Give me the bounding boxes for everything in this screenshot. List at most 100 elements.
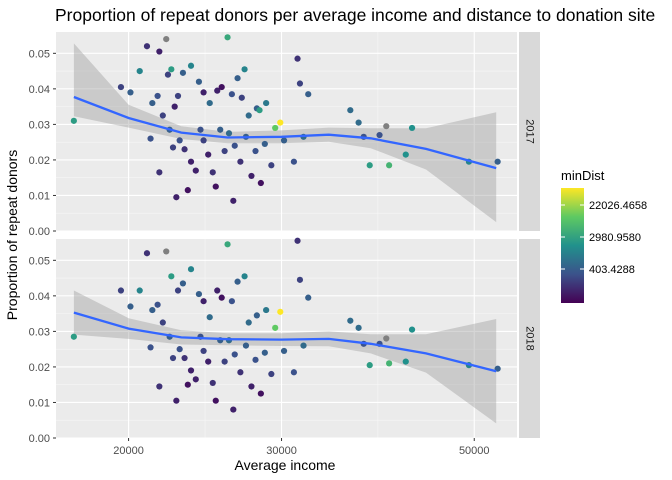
data-point — [242, 342, 250, 349]
data-point — [366, 362, 373, 369]
data-point — [200, 137, 207, 144]
smooth-line — [73, 95, 497, 170]
data-point — [197, 126, 204, 133]
y-tick-label: 0.04 — [29, 291, 50, 303]
data-point — [263, 99, 270, 107]
data-point — [366, 162, 373, 169]
legend-label: 2980.9580 — [589, 232, 641, 244]
data-point — [238, 94, 245, 101]
data-point — [355, 324, 362, 331]
data-point — [164, 71, 172, 78]
data-point — [376, 131, 383, 139]
data-point — [147, 344, 154, 351]
data-point — [187, 62, 195, 69]
y-tick-label: 0.03 — [29, 119, 50, 131]
data-point — [347, 317, 354, 324]
data-point — [268, 162, 275, 169]
data-point — [230, 197, 237, 204]
y-tick-label: 0.00 — [29, 226, 50, 238]
data-point — [300, 342, 307, 349]
y-tick-label: 0.01 — [29, 190, 50, 202]
facet-strip-label: 2017 — [524, 119, 536, 143]
data-point — [290, 369, 298, 376]
data-point — [159, 112, 166, 119]
data-point — [169, 354, 177, 362]
data-point — [173, 194, 180, 201]
data-point — [305, 294, 312, 301]
data-point — [117, 287, 125, 294]
smooth-line — [73, 311, 497, 373]
legend-label: 22026.4658 — [589, 200, 647, 212]
data-point — [173, 397, 180, 404]
data-point — [143, 250, 151, 257]
data-point — [179, 280, 187, 287]
data-point — [187, 158, 195, 165]
data-point — [280, 347, 288, 355]
data-point — [149, 99, 156, 107]
y-tick-label: 0.02 — [29, 155, 50, 167]
data-point — [224, 241, 231, 248]
data-point — [225, 130, 233, 137]
data-point — [200, 89, 207, 96]
data-point — [386, 360, 393, 367]
data-point — [248, 383, 255, 390]
data-point — [408, 124, 416, 132]
data-point — [206, 314, 213, 321]
data-point — [195, 78, 203, 85]
facet-panels: 0.00 0.01 0.02 0.03 0.04 0.05 2017 0.00 0.01 0.02… — [29, 32, 540, 445]
data-point — [253, 312, 260, 319]
facet-panel-2017: 0.00 0.01 0.02 0.03 0.04 0.05 2017 — [29, 32, 540, 238]
data-point — [117, 83, 125, 91]
y-tick-label: 0.05 — [29, 48, 50, 60]
facet-panel-2018: 0.00 0.01 0.02 0.03 0.04 0.05 2018 — [29, 237, 540, 445]
data-point — [181, 354, 188, 362]
data-point — [200, 347, 207, 355]
y-tick-label: 0.05 — [29, 255, 50, 267]
data-point — [263, 306, 270, 314]
data-point — [136, 287, 143, 294]
data-point — [159, 319, 166, 326]
legend-title: minDist — [561, 168, 605, 183]
data-point — [230, 406, 237, 413]
data-point — [218, 83, 225, 91]
data-point — [212, 397, 219, 404]
legend-label: 403.4288 — [589, 264, 635, 276]
x-axis-title: Average income — [235, 457, 336, 473]
data-point — [70, 117, 77, 124]
data-point — [136, 67, 143, 75]
data-point — [228, 298, 235, 305]
data-point — [214, 287, 221, 294]
data-point — [217, 126, 224, 133]
data-point — [127, 89, 134, 96]
data-point — [245, 319, 252, 326]
data-point — [383, 123, 390, 130]
data-point — [277, 308, 284, 315]
data-point — [70, 333, 77, 340]
data-point — [187, 266, 195, 273]
data-point — [257, 390, 264, 397]
data-point — [347, 107, 354, 114]
data-point — [127, 303, 134, 310]
data-point — [214, 87, 221, 94]
x-tick-label: 20000 — [113, 445, 144, 457]
data-point — [408, 326, 416, 333]
x-axis: 20000 30000 50000 — [113, 438, 490, 457]
data-point — [181, 146, 188, 153]
data-point — [209, 379, 216, 387]
data-point — [383, 335, 390, 342]
data-point — [156, 383, 163, 390]
data-point — [212, 183, 219, 190]
data-point — [231, 142, 238, 149]
data-point — [241, 273, 248, 280]
data-point — [174, 287, 182, 294]
data-point — [163, 36, 170, 43]
data-point — [234, 75, 241, 82]
data-point — [294, 55, 301, 62]
data-point — [205, 358, 212, 365]
y-tick-label: 0.04 — [29, 84, 50, 96]
data-point — [187, 367, 195, 374]
data-point — [171, 103, 178, 110]
data-point — [168, 66, 175, 73]
data-point — [221, 147, 228, 155]
facet-strip — [519, 239, 540, 438]
